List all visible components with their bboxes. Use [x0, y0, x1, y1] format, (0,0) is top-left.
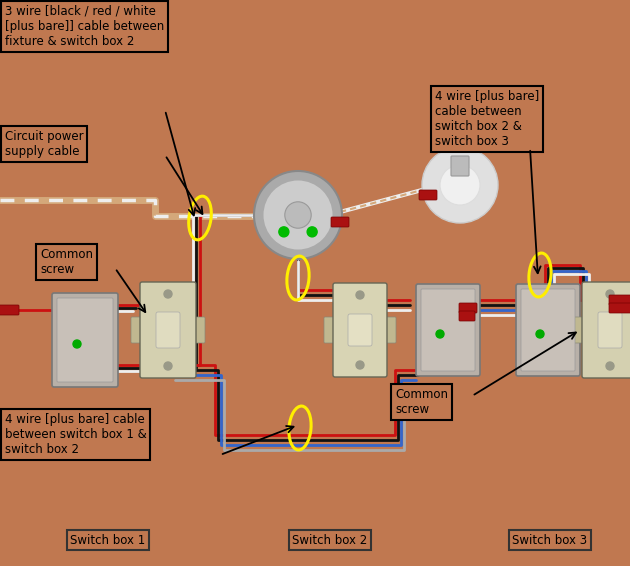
FancyBboxPatch shape: [324, 317, 336, 343]
FancyBboxPatch shape: [582, 282, 630, 378]
Circle shape: [606, 362, 614, 370]
FancyBboxPatch shape: [52, 293, 118, 387]
FancyBboxPatch shape: [609, 303, 630, 313]
Circle shape: [285, 202, 311, 228]
Circle shape: [440, 165, 480, 205]
FancyBboxPatch shape: [348, 314, 372, 346]
FancyBboxPatch shape: [573, 317, 585, 343]
FancyBboxPatch shape: [193, 317, 205, 343]
Circle shape: [307, 227, 317, 237]
Circle shape: [279, 227, 289, 237]
Text: Switch box 2: Switch box 2: [292, 534, 368, 547]
Circle shape: [606, 290, 614, 298]
Circle shape: [164, 290, 172, 298]
Circle shape: [263, 180, 333, 250]
Circle shape: [73, 340, 81, 348]
Circle shape: [356, 291, 364, 299]
Text: Switch box 1: Switch box 1: [71, 534, 146, 547]
Text: Switch box 3: Switch box 3: [512, 534, 588, 547]
FancyBboxPatch shape: [331, 217, 349, 227]
Circle shape: [356, 361, 364, 369]
Circle shape: [422, 147, 498, 223]
FancyBboxPatch shape: [421, 289, 475, 371]
FancyBboxPatch shape: [598, 312, 622, 348]
FancyBboxPatch shape: [609, 295, 630, 305]
Text: Common
screw: Common screw: [395, 388, 448, 416]
Text: 3 wire [black / red / white
[plus bare]] cable between
fixture & switch box 2: 3 wire [black / red / white [plus bare]]…: [5, 5, 164, 48]
FancyBboxPatch shape: [451, 156, 469, 176]
FancyBboxPatch shape: [459, 303, 477, 313]
FancyBboxPatch shape: [0, 305, 19, 315]
Text: Circuit power
supply cable: Circuit power supply cable: [5, 130, 84, 158]
FancyBboxPatch shape: [333, 283, 387, 377]
Circle shape: [164, 362, 172, 370]
Text: 4 wire [plus bare] cable
between switch box 1 &
switch box 2: 4 wire [plus bare] cable between switch …: [5, 413, 147, 456]
Circle shape: [536, 330, 544, 338]
Text: Common
screw: Common screw: [40, 248, 93, 276]
FancyBboxPatch shape: [419, 190, 437, 200]
FancyBboxPatch shape: [521, 289, 575, 371]
FancyBboxPatch shape: [57, 298, 113, 382]
FancyBboxPatch shape: [459, 311, 475, 321]
FancyBboxPatch shape: [140, 282, 196, 378]
Circle shape: [254, 171, 342, 259]
Circle shape: [436, 330, 444, 338]
Text: 4 wire [plus bare]
cable between
switch box 2 &
switch box 3: 4 wire [plus bare] cable between switch …: [435, 90, 539, 148]
FancyBboxPatch shape: [416, 284, 480, 376]
FancyBboxPatch shape: [156, 312, 180, 348]
FancyBboxPatch shape: [516, 284, 580, 376]
FancyBboxPatch shape: [131, 317, 143, 343]
FancyBboxPatch shape: [384, 317, 396, 343]
